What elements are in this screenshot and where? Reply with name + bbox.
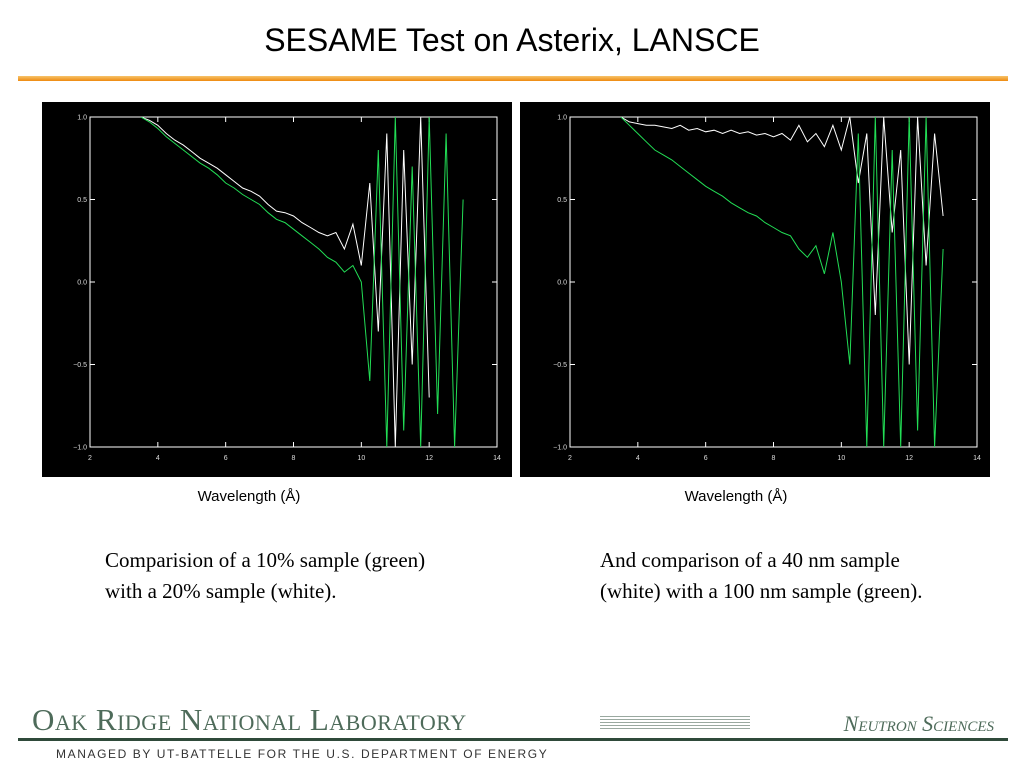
- y-tick-label: 1.0: [77, 115, 87, 122]
- caption: Comparision of a 10% sample (green) with…: [105, 548, 426, 603]
- footer-division: Neutron Sciences: [843, 711, 994, 736]
- title-rule: [18, 76, 1008, 81]
- y-tick-label: −0.5: [73, 362, 87, 369]
- x-axis-label: Wavelength (Å): [685, 488, 788, 505]
- x-tick-label: 2: [88, 455, 92, 462]
- x-tick-label: 12: [425, 455, 433, 462]
- x-tick-label: 10: [837, 455, 845, 462]
- x-tick-label: 6: [224, 455, 228, 462]
- y-tick-label: 1.0: [557, 115, 567, 122]
- plot-lines: [140, 117, 464, 447]
- x-axis-label: Wavelength (Å): [198, 488, 301, 505]
- caption: And comparison of a 40 nm sample (white)…: [600, 548, 923, 603]
- footer-stripes: [600, 716, 750, 730]
- x-tick-label: 6: [704, 455, 708, 462]
- x-tick-label: 10: [357, 455, 365, 462]
- footer-rule: [18, 738, 1008, 741]
- axes-frame: [89, 116, 498, 448]
- charts: 2 4 6 8 10 12 14 −1.0 −0.5 0.0 0.5 1.0 Wavelength (Å…: [42, 102, 990, 505]
- y-tick-label: 0.5: [557, 197, 567, 204]
- x-tick-label: 14: [493, 455, 501, 462]
- y-tick-label: −1.0: [73, 445, 87, 452]
- x-tick-label: 8: [292, 455, 296, 462]
- data-line: [620, 117, 944, 365]
- x-tick-label: 4: [156, 455, 160, 462]
- y-tick-label: 0.5: [77, 197, 87, 204]
- y-tick-label: 0.0: [557, 280, 567, 287]
- footer-logo: Oak Ridge National Laboratory: [32, 702, 467, 737]
- axes-frame: [569, 116, 978, 448]
- y-tick-label: 0.0: [77, 280, 87, 287]
- x-tick-label: 4: [636, 455, 640, 462]
- x-tick-label: 12: [905, 455, 913, 462]
- data-line: [140, 117, 464, 447]
- footer-subtitle: MANAGED BY UT-BATTELLE FOR THE U.S. DEPA…: [56, 747, 549, 761]
- x-tick-label: 2: [568, 455, 572, 462]
- plot-lines: [620, 117, 944, 447]
- x-tick-label: 14: [973, 455, 981, 462]
- y-tick-label: −0.5: [553, 362, 567, 369]
- data-line: [620, 117, 944, 447]
- slide-title: SESAME Test on Asterix, LANSCE: [264, 22, 760, 58]
- x-tick-label: 8: [772, 455, 776, 462]
- y-tick-label: −1.0: [553, 445, 567, 452]
